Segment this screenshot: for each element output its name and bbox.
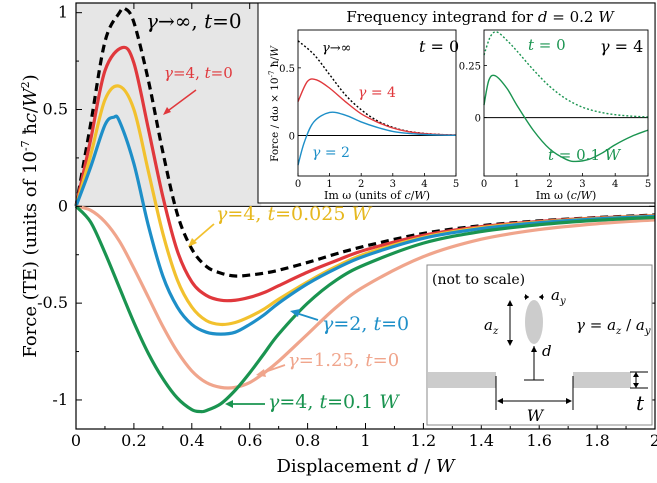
inset-background <box>257 2 656 204</box>
annotation-gamma-inf: γ→∞, t=0 <box>146 9 242 33</box>
x-tick-label: 1.8 <box>584 431 609 450</box>
inset-frame <box>483 29 649 177</box>
inset-frame <box>297 29 457 177</box>
w-arrowhead-left <box>497 398 503 404</box>
inset-series-line-0 <box>483 31 649 118</box>
annotation-arrow-yellow <box>191 223 215 244</box>
inset-x-tick-label: 4 <box>612 179 618 190</box>
az-arrowhead-bottom <box>507 340 513 346</box>
label-t: t <box>636 391 645 415</box>
y-tick-label: -0.5 <box>37 293 68 312</box>
inset-y-tick-label: 0 <box>475 114 481 125</box>
inset-x-tick-label: 3 <box>579 179 585 190</box>
inset-x-tick-label: 2 <box>546 179 552 190</box>
inset-series-line-2 <box>297 111 457 166</box>
inset-x-tick-label: 1 <box>326 179 332 190</box>
t-arrowhead-top <box>633 372 639 377</box>
x-tick-label: 1.2 <box>411 431 436 450</box>
x-tick-label: 0.4 <box>179 431 204 450</box>
series-line-3 <box>74 114 656 336</box>
inset2-label-t0: t = 0 <box>528 36 566 54</box>
annotation-arrow-salmon <box>261 364 286 374</box>
y-tick-label: 1 <box>58 3 68 22</box>
annotation-gamma2-t0: γ=2, t=0 <box>322 313 409 335</box>
inset1-label-g4: γ = 4 <box>358 85 396 101</box>
annotation-gamma125-t0: γ=1.25, t=0 <box>288 350 399 371</box>
x-tick-label: 1 <box>360 431 370 450</box>
ay-arrowhead-right <box>539 294 543 300</box>
inset-plot-t0: Frequency integrand for d = 0.2 W0 1 2 3 4 50… <box>257 2 656 204</box>
x-axis-label: Displacement d / W <box>276 456 456 477</box>
inset-x-tick-label: 4 <box>421 179 427 190</box>
schematic-note: (not to scale) <box>432 272 525 288</box>
x-tick-label: 0.8 <box>295 431 320 450</box>
inset-series-line-0 <box>297 40 457 136</box>
annotation-gamma4-t0025: γ=4, t=0.025 W <box>216 203 372 225</box>
series-line-0 <box>74 6 656 278</box>
inset2-label-g4: γ = 4 <box>600 37 643 56</box>
plate-left <box>428 372 496 388</box>
main-plot: 0 0.2 0.4 0.6 0.8 1 1.2 1.4 1.6 1.8 2 -1 -0.5 0 0.5 1 Di… <box>19 2 657 477</box>
y-tick-label: -1 <box>52 390 68 409</box>
inset-title: Frequency integrand for d = 0.2 W <box>346 8 615 26</box>
inset-x-tick-label: 2 <box>358 179 364 190</box>
arrowhead-red <box>163 107 171 115</box>
az-arrowhead-top <box>507 300 513 306</box>
label-gamma-formula: γ = az / ay <box>576 316 651 337</box>
x-tick-label: 0 <box>71 431 81 450</box>
series-line-5 <box>74 205 656 414</box>
inset-series-line-1 <box>483 74 649 163</box>
annotation-gamma4-t0: γ=4, t=0 <box>164 64 233 82</box>
inset2-label-t01: t = 0.1 W <box>548 146 622 164</box>
schematic-box <box>426 264 653 426</box>
inset-y-tick-label: 0.5 <box>279 64 295 75</box>
inset-y-tick-label: 0 <box>289 131 295 142</box>
label-d: d <box>542 342 552 360</box>
annotation-arrow-red <box>164 89 197 114</box>
d-arrowhead-top <box>531 346 537 352</box>
inset-plot-gamma4: 0 1 2 3 4 5 0 0.25 Im ω (c/W) t = 0 γ = 4 t = 0.1 W <box>459 29 651 202</box>
ay-arrowhead-left <box>525 294 529 300</box>
x-tick-label: 1.4 <box>469 431 494 450</box>
inset-series-line-1 <box>297 78 457 136</box>
arrowhead-green <box>225 400 233 408</box>
inset-x-tick-label: 1 <box>514 179 520 190</box>
x-tick-label: 2 <box>650 431 657 450</box>
y-tick-label: 0.5 <box>43 100 68 119</box>
inset1-label-g2: γ = 2 <box>312 145 350 161</box>
y-tick-label: 0 <box>58 196 68 215</box>
t-arrowhead-bottom <box>633 383 639 388</box>
inset-x-tick-label: 0 <box>481 179 487 190</box>
arrowhead-salmon <box>256 369 266 377</box>
inset-x-tick-label: 0 <box>295 179 301 190</box>
inset-x-tick-label: 5 <box>453 179 459 190</box>
inset1-x-label: Im ω (units of c/W) <box>324 189 430 202</box>
y-axis-label: Force (TE) (units of 10-7 ħc/W2) <box>19 74 41 357</box>
arrowhead-blue <box>290 309 300 317</box>
annotation-arrow-blue <box>295 312 319 321</box>
inset-x-tick-label: 3 <box>390 179 396 190</box>
inset-x-tick-label: 5 <box>645 179 651 190</box>
series-line-1 <box>74 45 656 303</box>
inset-y-tick-label: 0.25 <box>459 61 481 72</box>
ellipse-particle <box>525 300 543 344</box>
x-tick-label: 1.6 <box>526 431 551 450</box>
inset2-x-label: Im ω (c/W) <box>536 189 597 202</box>
inset1-y-label: Force / dω × 10-7 ħ/W <box>268 45 281 162</box>
annotation-gamma4-t01: γ=4, t=0.1 W <box>268 391 400 413</box>
plate-right <box>573 372 631 388</box>
w-arrowhead-right <box>566 398 572 404</box>
inset1-label-inf: γ→∞ <box>322 41 352 56</box>
series-line-4 <box>75 204 656 390</box>
x-tick-label: 0.6 <box>237 431 262 450</box>
x-tick-label: 0.2 <box>121 431 146 450</box>
arrowhead-yellow <box>188 238 197 247</box>
inset1-label-t0: t = 0 <box>419 37 459 56</box>
label-W: W <box>527 406 545 425</box>
